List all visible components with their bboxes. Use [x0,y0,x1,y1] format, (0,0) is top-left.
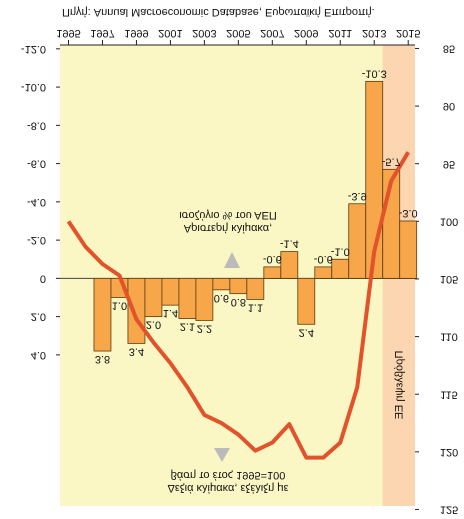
bar-value-label: -0.6 [314,253,333,265]
y-tick-label: -6.0 [27,158,46,170]
bar-value-label: 2.2 [197,323,212,335]
bar-value-label: -0.6 [263,253,282,265]
bar-value-label: -5.7 [382,155,401,167]
bar [195,277,214,321]
annotation: Αριστερή κλίμακα, [184,222,272,234]
bar-value-label: 2.4 [299,326,314,338]
y2-tick-label: 90 [443,100,455,112]
bar-value-label: 2.0 [146,319,161,331]
bar [93,277,112,352]
y-tick-label: -12.0 [21,43,46,55]
pointer [224,252,240,268]
bar-value-label: 1.4 [163,307,178,319]
y-tick-label: -8.0 [27,119,46,131]
y2-tick-label: 100 [440,215,458,227]
bar [331,258,350,279]
pointer [214,448,230,462]
y2-tick-label: 115 [440,388,458,400]
y-tick-label: 0 [40,272,46,284]
bar [399,220,418,279]
bar-value-label: 3.4 [129,346,144,358]
bar-value-label: 3.8 [95,353,110,365]
x-tick-label: 2011 [328,27,352,39]
bar [348,203,367,279]
y-tick-label: -4.0 [27,196,46,208]
bar-value-label: 2.1 [180,321,195,333]
y2-tick-label: 125 [440,504,458,516]
annotation: ισοζύγιο % του ΑΕΠ [179,209,277,221]
annotation: Δεξιά κλίμακα, εξέλιξη με [167,482,288,494]
x-tick-label: 2013 [362,27,386,39]
bar [229,277,248,295]
bar [246,277,265,300]
bar-value-label: 1.1 [248,302,263,314]
bar-value-label: 0.8 [231,296,246,308]
x-tick-label: 2003 [192,27,216,39]
x-tick-label: 1995 [56,27,80,39]
x-tick-label: 1997 [90,27,114,39]
bar-value-label: -1.0 [331,245,350,257]
bar [297,277,316,325]
bar [178,277,197,319]
bar [144,277,163,318]
bar-value-label: -3.0 [399,207,418,219]
y2-tick-label: 120 [440,446,458,458]
x-tick-label: 2001 [158,27,182,39]
bar [161,277,180,306]
bar-value-label: -1.4 [280,238,299,250]
y-tick-label: -10.0 [21,81,46,93]
x-tick-label: 2005 [226,27,250,39]
x-tick-label: 2015 [396,27,420,39]
bar-value-label: 0.6 [214,292,229,304]
x-tick-label: 2009 [294,27,318,39]
bar [263,266,282,279]
bar-value-label: -3.9 [348,190,367,202]
y2-tick-label: 110 [440,331,458,343]
index-line [66,151,410,460]
source: Πηγή: Annual Macroeconomic Database, Ευρ… [62,6,375,18]
bar [212,277,231,291]
annotation: βάση το έτος 1995=100 [171,469,286,481]
bar-value-label: -10.3 [362,67,387,79]
y2-tick-label: 95 [443,158,455,170]
x-tick-label: 1999 [124,27,148,39]
bar-value-label: 1.0 [112,300,127,312]
y2-tick-label: 105 [440,273,458,285]
y2-tick-label: 85 [443,43,455,55]
y-tick-label: 2.0 [31,311,46,323]
x-tick-label: 2007 [260,27,284,39]
bar [127,277,146,344]
forecast-label: Πρόβλεψη ΕΕ [394,351,406,420]
marks [56,40,419,510]
y-tick-label: 4.0 [31,349,46,361]
bar [280,251,299,279]
y-tick-label: -2.0 [27,234,46,246]
bar [314,266,333,279]
